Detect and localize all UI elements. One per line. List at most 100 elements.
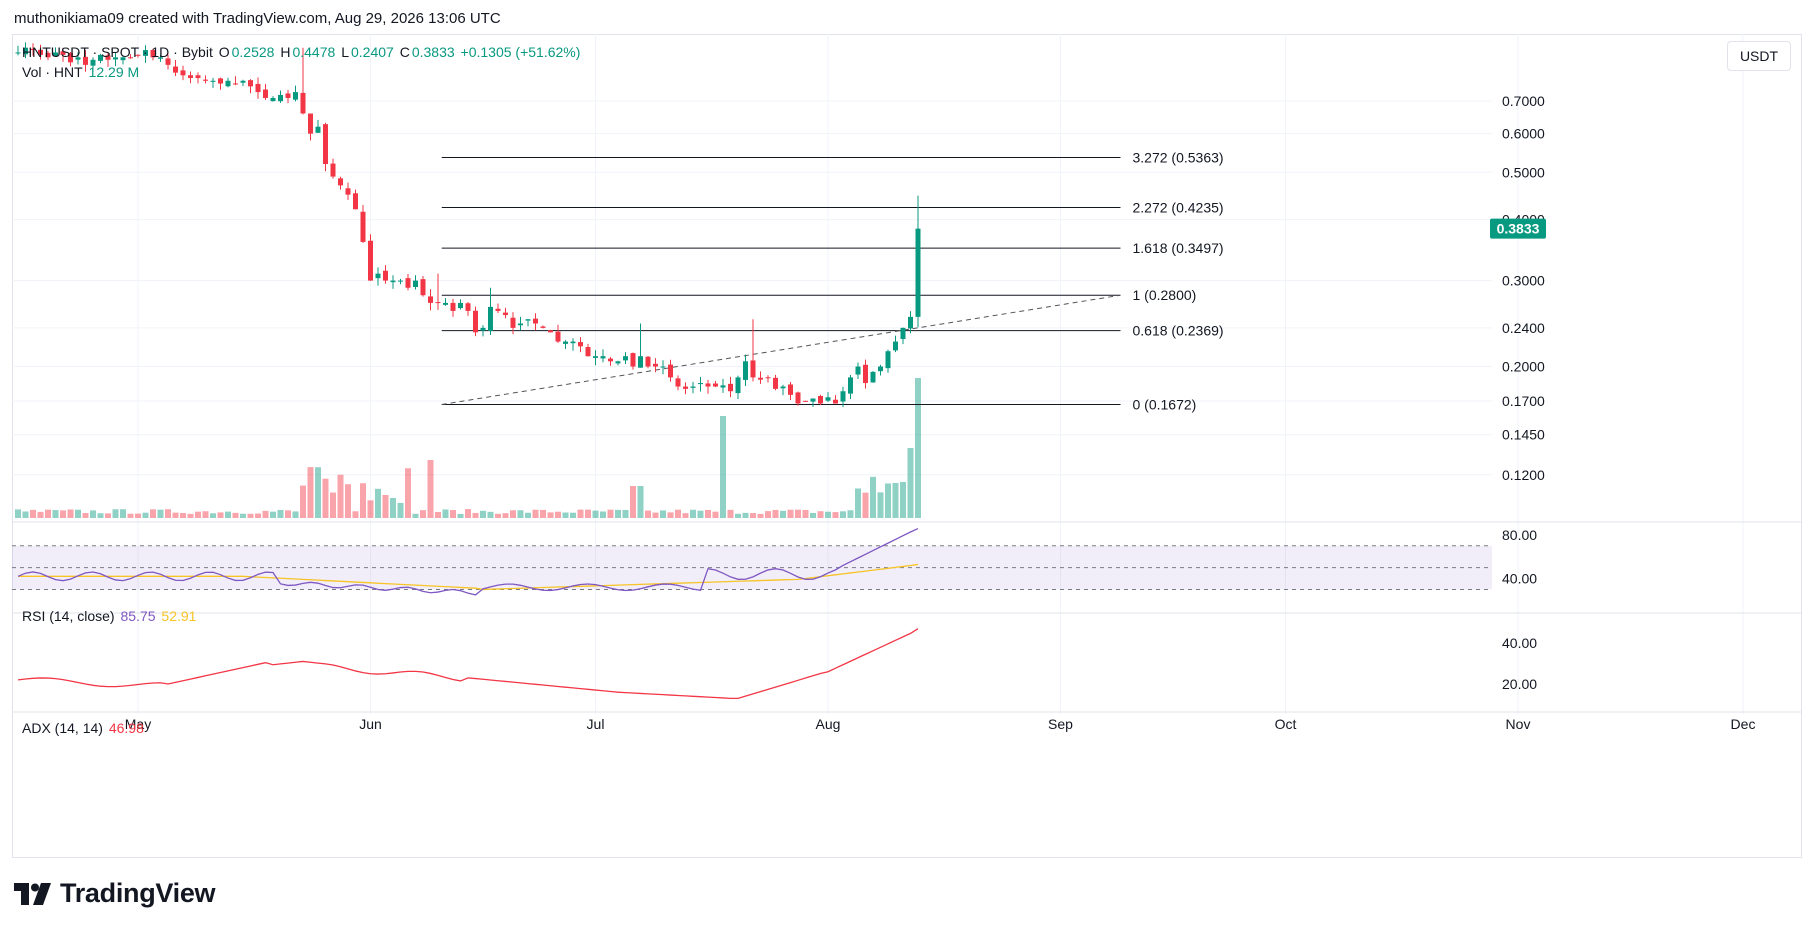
- candle-body: [458, 302, 463, 309]
- candle-body: [563, 341, 568, 344]
- volume-bar: [870, 476, 876, 518]
- volume-bar: [390, 497, 396, 518]
- volume-bar: [712, 511, 719, 518]
- price-tick-label: 0.6000: [1502, 126, 1545, 142]
- volume-bar: [907, 448, 914, 518]
- volume-bar: [360, 483, 366, 518]
- volume-bar: [795, 509, 801, 518]
- candle-body: [878, 366, 883, 372]
- rsi-line: [17, 527, 919, 596]
- candle-body: [165, 58, 171, 65]
- volume-bar: [255, 513, 261, 518]
- candle-body: [143, 50, 148, 56]
- rsi-label[interactable]: RSI (14, close): [22, 608, 115, 624]
- close-label: C: [399, 44, 410, 60]
- candle-body: [248, 80, 253, 87]
- volume-bar: [375, 488, 381, 518]
- volume-bar: [22, 511, 29, 518]
- volume-bar: [67, 509, 74, 518]
- candle-body: [623, 356, 628, 361]
- volume-bar: [780, 510, 786, 518]
- volume-bar: [30, 509, 36, 518]
- volume-bar: [217, 512, 224, 518]
- candle-body: [323, 124, 328, 164]
- candle-body: [773, 377, 778, 389]
- candle-body: [218, 78, 223, 84]
- candle-body: [203, 79, 208, 81]
- candle-body: [750, 360, 756, 378]
- volume-bar: [787, 509, 794, 518]
- candle-body: [600, 356, 606, 359]
- candle-body: [713, 383, 718, 387]
- volume-bar: [570, 512, 576, 518]
- volume-bar: [105, 513, 111, 518]
- volume-bar: [472, 512, 479, 518]
- volume-bar: [487, 511, 494, 518]
- volume-bar: [37, 511, 44, 518]
- volume-bar: [562, 512, 569, 518]
- volume-bar: [675, 509, 681, 518]
- candle-body: [915, 228, 921, 317]
- candle-body: [765, 377, 771, 379]
- candle-body: [338, 178, 343, 186]
- candle-body: [810, 398, 816, 402]
- volume-label[interactable]: Vol · HNT: [22, 64, 83, 80]
- candle-body: [53, 52, 58, 57]
- candle-body: [518, 323, 523, 326]
- volume-bar: [427, 460, 434, 518]
- rsi-ma-line: [18, 563, 919, 591]
- volume-bar: [682, 513, 689, 518]
- volume-bar: [405, 468, 411, 518]
- volume-bar: [720, 416, 726, 518]
- adx-legend: ADX (14, 14) 46.98: [22, 720, 146, 736]
- volume-bar: [892, 482, 899, 518]
- volume-bar: [195, 511, 201, 518]
- currency-button[interactable]: USDT: [1727, 41, 1791, 71]
- volume-bar: [52, 510, 59, 518]
- candle-body: [278, 95, 283, 102]
- candle-body: [390, 280, 396, 283]
- adx-tick-label: 20.00: [1502, 676, 1537, 692]
- volume-bar: [210, 513, 216, 518]
- candle-body: [450, 302, 456, 311]
- volume-bar: [367, 500, 374, 518]
- rsi-value: 85.75: [120, 608, 156, 624]
- volume-bar: [457, 513, 464, 518]
- rsi-ma-value: 52.91: [161, 608, 197, 624]
- volume-bar: [765, 511, 771, 518]
- chart-frame: [12, 34, 1802, 858]
- volume-bar: [142, 512, 149, 518]
- volume-bar: [877, 492, 884, 518]
- candle-body: [195, 75, 201, 79]
- volume-bar: [285, 510, 291, 518]
- candle-body: [383, 270, 388, 281]
- candle-body: [173, 66, 178, 73]
- candle-body: [585, 346, 591, 357]
- volume-bar: [97, 513, 104, 518]
- volume-bar: [412, 513, 419, 518]
- volume-bar: [187, 513, 194, 518]
- volume-bar: [697, 510, 704, 518]
- volume-value: 12.29 M: [88, 64, 140, 80]
- volume-bar: [652, 512, 659, 518]
- adx-line: [17, 628, 919, 699]
- volume-bar: [757, 513, 764, 518]
- tradingview-logo[interactable]: TradingView: [14, 878, 216, 909]
- candle-body: [233, 83, 238, 85]
- adx-label[interactable]: ADX (14, 14): [22, 720, 103, 736]
- volume-bar: [660, 510, 666, 518]
- volume-bar: [840, 511, 846, 518]
- candle-body: [263, 89, 268, 98]
- time-tick-label: Jun: [359, 716, 382, 732]
- candle-body: [210, 80, 216, 82]
- volume-bar: [667, 512, 674, 518]
- volume-bar: [90, 510, 96, 518]
- volume-bar: [120, 509, 126, 518]
- candle-body: [795, 392, 801, 404]
- volume-bar: [262, 510, 269, 518]
- volume-bar: [307, 467, 314, 518]
- candle-body: [180, 70, 186, 76]
- volume-bar: [600, 511, 606, 518]
- symbol-label[interactable]: HNTUSDT · SPOT · 1D · Bybit: [22, 44, 213, 60]
- price-chart[interactable]: 3.272 (0.5363) 2.272 (0.4235) 1.618 (0.349…: [12, 34, 1802, 858]
